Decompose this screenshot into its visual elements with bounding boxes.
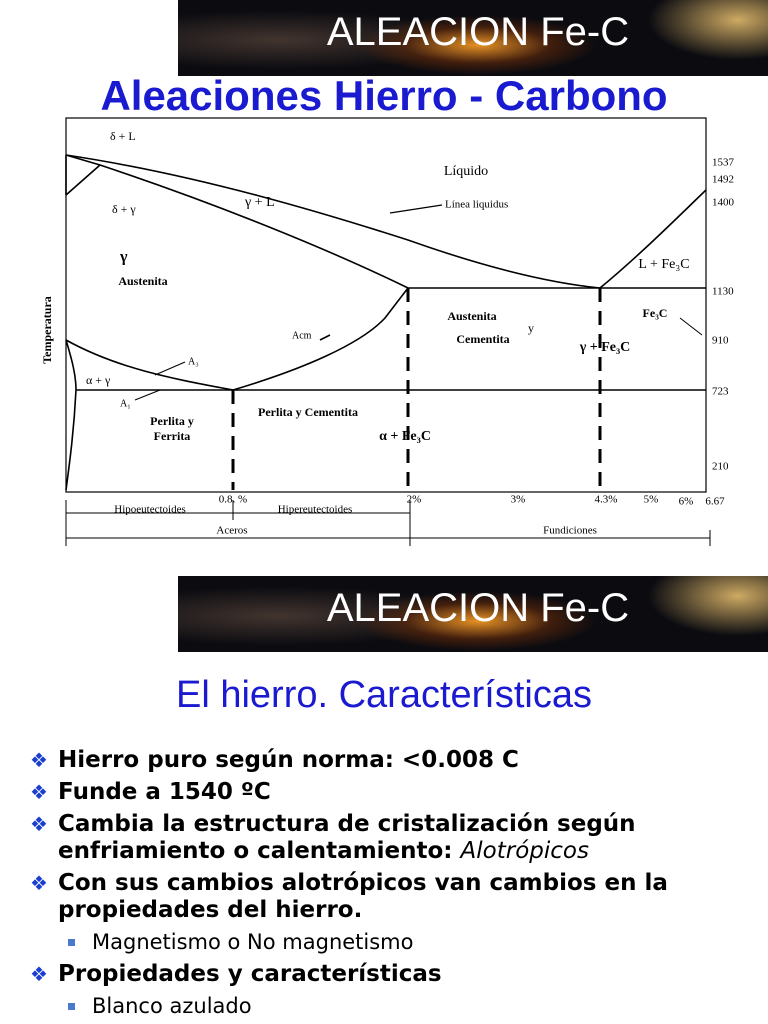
slide-title: El hierro. Características <box>175 674 592 716</box>
axis-label: Temperatura <box>40 296 54 364</box>
region-label: y <box>528 321 534 335</box>
region-label: α + Fe₃C <box>379 429 431 444</box>
temperature-label: 1492 <box>712 174 734 186</box>
bullet-text: Funde a 1540 ºC <box>58 779 271 805</box>
region-label: δ + γ <box>112 202 136 216</box>
temperature-label: 723 <box>712 386 729 398</box>
region-label: Fe₃C <box>643 306 668 320</box>
composition-label: 4.3% <box>595 494 618 506</box>
temperature-label: 1130 <box>712 286 734 298</box>
banner: ALEACION Fe-C <box>178 576 768 652</box>
region-label: γ + L <box>244 195 275 210</box>
composition-label: 6% <box>679 496 694 508</box>
bullet-emphasis: Alotrópicos <box>460 838 589 864</box>
phase-diagram: δ + L δ + γ Líquido γ + L Línea liquidus… <box>40 117 735 546</box>
annotation: A₃ <box>188 356 199 367</box>
range-label: Hipereutectoides <box>278 504 353 516</box>
temperature-label: 1400 <box>712 197 735 209</box>
slide-title: Aleaciones Hierro - Carbono <box>100 72 668 119</box>
bullet-text: Cambia la estructura de cristalización s… <box>58 811 636 864</box>
banner-title: ALEACION Fe-C <box>326 10 630 54</box>
region-label: δ + L <box>110 129 136 143</box>
sub-bullet: Blanco azulado <box>30 993 760 1019</box>
annotation: A₁ <box>120 398 131 409</box>
region-label: γ + Fe₃C <box>579 340 631 355</box>
banner: ALEACION Fe-C <box>178 0 768 76</box>
composition-label: 3% <box>511 494 526 506</box>
temperature-label: 1537 <box>712 157 735 169</box>
region-label: Ferrita <box>154 429 191 443</box>
banner-title: ALEACION Fe-C <box>326 586 630 630</box>
region-label: Austenita <box>447 309 496 323</box>
composition-label: 0.8. % <box>219 494 247 506</box>
temperature-label: 210 <box>712 461 729 473</box>
composition-label: 6.67 <box>705 496 725 508</box>
region-label: L + Fe₃C <box>638 257 689 272</box>
region-label: Cementita <box>456 332 509 346</box>
sub-bullet: Magnetismo o No magnetismo <box>30 929 760 955</box>
range-label: Hipoeutectoides <box>114 504 185 516</box>
composition-label: 5% <box>644 494 659 506</box>
bullet: Propiedades y características <box>30 961 760 988</box>
bullet-text: Con sus cambios alotrópicos van cambios … <box>58 870 668 923</box>
annotation: Acm <box>292 330 312 341</box>
bullet: Cambia la estructura de cristalización s… <box>30 811 760 865</box>
region-label: Perlita y Cementita <box>258 405 358 419</box>
region-label: Perlita y <box>150 414 194 428</box>
range-label: Fundiciones <box>543 525 597 537</box>
composition-label: 2% <box>407 494 422 506</box>
bullet: Hierro puro según norma: <0.008 C <box>30 747 760 774</box>
bullet-text: Propiedades y características <box>58 961 442 987</box>
region-label: Líquido <box>444 164 488 179</box>
bullet-text: Hierro puro según norma: <0.008 C <box>58 747 519 773</box>
range-label: Aceros <box>216 525 247 537</box>
bullet-list: Hierro puro según norma: <0.008 C Funde a… <box>30 747 760 1024</box>
region-label: Austenita <box>118 274 167 288</box>
region-label: α + γ <box>86 373 111 387</box>
region-label: γ <box>119 249 128 266</box>
bullet: Funde a 1540 ºC <box>30 779 760 806</box>
bullet: Con sus cambios alotrópicos van cambios … <box>30 870 760 924</box>
temperature-label: 910 <box>712 335 729 347</box>
annotation: Línea liquidus <box>445 199 508 211</box>
